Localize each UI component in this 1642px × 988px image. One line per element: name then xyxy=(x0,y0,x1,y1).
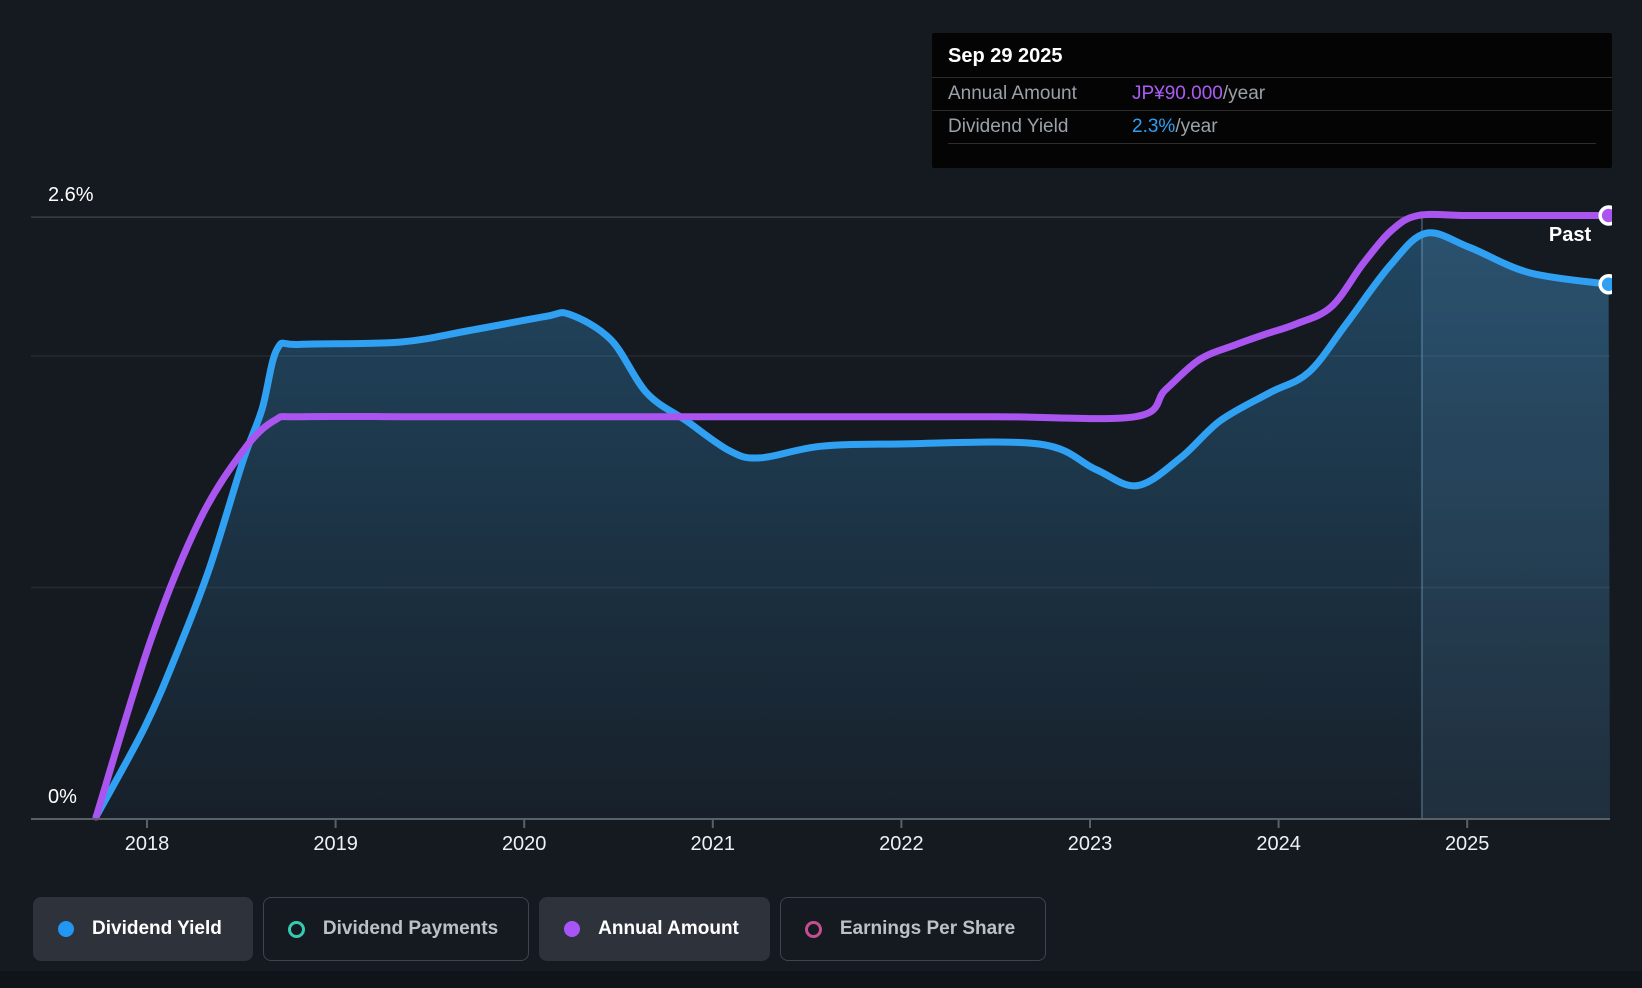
end-marker-dividend-yield[interactable] xyxy=(1598,273,1617,295)
tooltip-row-label: Annual Amount xyxy=(948,83,1077,104)
x-axis-label-2018: 2018 xyxy=(124,833,170,855)
legend-button-annual-amount[interactable]: Annual Amount xyxy=(539,897,770,961)
x-axis-label-2023: 2023 xyxy=(1067,833,1113,855)
bottom-strip xyxy=(0,971,1642,988)
tooltip-row-annual-amount: Annual Amount JP¥90.000/year xyxy=(932,77,1612,110)
legend-button-earnings-per-share[interactable]: Earnings Per Share xyxy=(779,897,1047,961)
yield-area-recent xyxy=(1422,232,1610,819)
yield-area-fill xyxy=(96,232,1611,820)
legend: Dividend Yield Dividend Payments Annual Am… xyxy=(33,897,1047,961)
series-lines xyxy=(92,210,1613,821)
series-end-markers xyxy=(1598,205,1617,295)
x-axis xyxy=(31,818,1610,828)
tooltip-row-dividend-yield: Dividend Yield 2.3%/year xyxy=(932,110,1612,143)
legend-button-dividend-payments[interactable]: Dividend Payments xyxy=(262,897,530,961)
chart-tooltip: Sep 29 2025 Annual Amount JP¥90.000/year D… xyxy=(932,33,1612,168)
legend-ring-icon xyxy=(804,920,822,938)
past-label: Past xyxy=(1548,224,1592,246)
x-axis-label-2024: 2024 xyxy=(1256,833,1301,855)
tooltip-row-suffix: /year xyxy=(1175,116,1218,137)
yield-area xyxy=(96,232,1611,820)
x-axis-label-2021: 2021 xyxy=(690,833,736,855)
tooltip-row-suffix: /year xyxy=(1222,83,1266,104)
legend-ring-icon xyxy=(287,920,305,938)
y-axis-label-2.6pct: 2.6% xyxy=(48,184,94,207)
x-axis-label-2019: 2019 xyxy=(313,833,358,855)
tooltip-row-label: Dividend Yield xyxy=(948,116,1069,137)
x-axis-label-2025: 2025 xyxy=(1444,833,1490,855)
tooltip-divider xyxy=(948,143,1596,144)
legend-dot-icon xyxy=(58,921,74,937)
legend-button-dividend-yield[interactable]: Dividend Yield xyxy=(33,897,253,961)
recent-period-highlight xyxy=(1422,232,1610,819)
line-annual-amount[interactable] xyxy=(92,210,1613,821)
line-dividend-yield[interactable] xyxy=(92,229,1613,821)
legend-label: Annual Amount xyxy=(598,918,739,939)
tooltip-row-value: 2.3% xyxy=(1132,116,1176,137)
legend-label: Dividend Yield xyxy=(92,918,222,939)
y-axis-label-0pct: 0% xyxy=(48,786,77,808)
tooltip-date: Sep 29 2025 xyxy=(948,45,1063,67)
legend-dot-icon xyxy=(564,921,581,937)
legend-label: Dividend Payments xyxy=(322,918,499,939)
x-axis-label-2020: 2020 xyxy=(501,833,547,855)
x-axis-label-2022: 2022 xyxy=(879,833,924,855)
tooltip-row-value: JP¥90.000 xyxy=(1132,83,1223,104)
legend-label: Earnings Per Share xyxy=(839,918,1016,939)
end-marker-annual-amount[interactable] xyxy=(1598,205,1617,226)
